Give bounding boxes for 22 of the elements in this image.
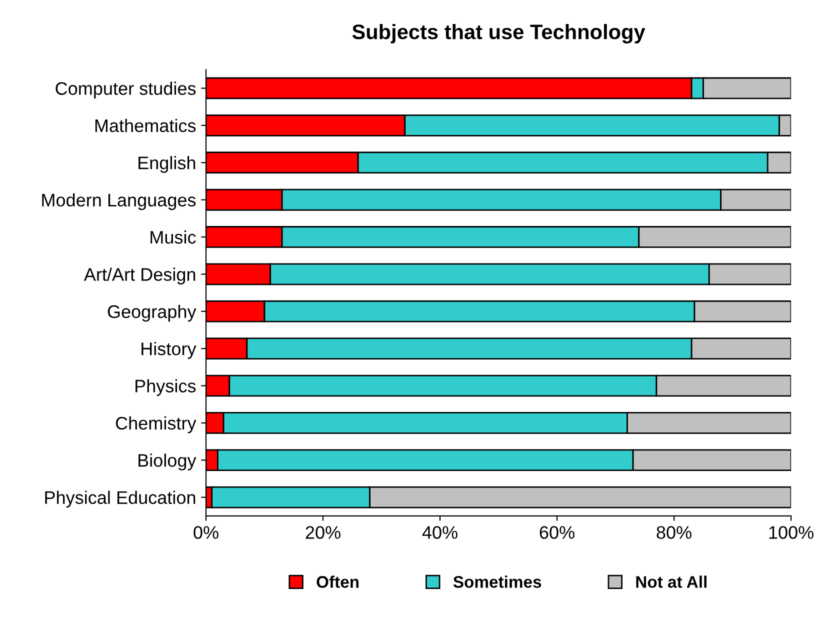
y-tick-label: Physical Education (45, 490, 196, 508)
x-tick-label: 80% (656, 526, 692, 539)
x-tick-label: 20% (306, 526, 340, 539)
x-tick-label: 60% (540, 526, 574, 539)
y-tick-label: Chemistry (116, 416, 196, 434)
y-tick-label: Music (150, 230, 196, 244)
y-tick-label: Biology (138, 454, 196, 470)
legend-label: Often (316, 576, 359, 588)
y-tick-label: History (142, 342, 196, 359)
y-tick-label: Art/Art Design (84, 268, 196, 284)
y-tick-label: Computer studies (56, 82, 196, 99)
y-tick-label: Physics (136, 379, 196, 396)
legend-label: Not at All (636, 576, 706, 588)
chart-title: Subjects that use Technology (352, 24, 646, 44)
y-tick-label: English (138, 156, 196, 173)
y-tick-label: Modern Languages (42, 193, 196, 210)
x-tick-label: 100% (769, 526, 814, 539)
y-tick-label: Geography (108, 304, 196, 322)
x-tick-label: 0% (194, 526, 218, 539)
x-tick-label: 40% (422, 526, 458, 539)
y-tick-label: Mathematics (95, 118, 196, 132)
legend-label: Sometimes (453, 576, 542, 588)
